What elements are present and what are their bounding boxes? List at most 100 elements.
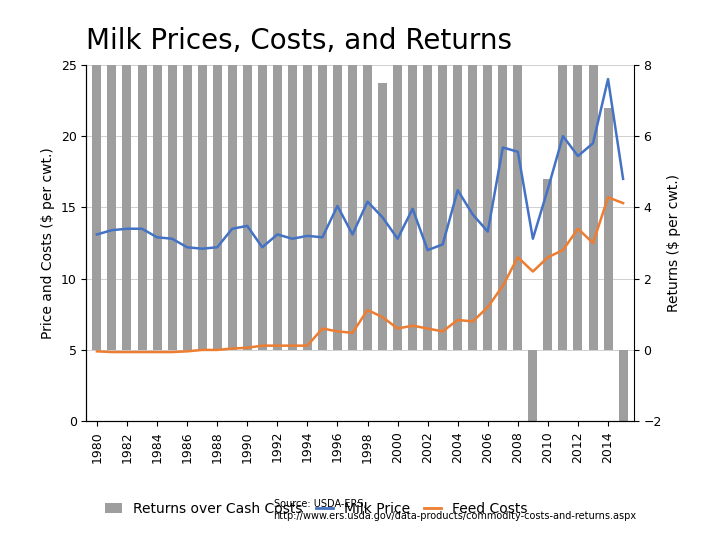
Bar: [107, 0, 117, 350]
Milk Price: [604, 76, 613, 82]
Feed Costs: [318, 325, 327, 332]
Text: Milk Prices, Costs, and Returns: Milk Prices, Costs, and Returns: [86, 27, 513, 55]
Feed Costs: [604, 194, 613, 201]
Feed Costs: [618, 200, 627, 206]
Bar: [378, 83, 387, 350]
Bar: [468, 0, 477, 350]
Bar: [363, 1, 372, 350]
Feed Costs: [183, 348, 192, 355]
Bar: [453, 0, 462, 350]
Feed Costs: [393, 325, 402, 332]
Feed Costs: [168, 349, 176, 355]
Milk Price: [213, 244, 222, 251]
Bar: [122, 0, 132, 350]
Feed Costs: [333, 328, 342, 335]
Line: Milk Price: Milk Price: [97, 79, 623, 250]
Bar: [198, 0, 207, 350]
Bar: [138, 0, 147, 350]
Feed Costs: [454, 317, 462, 323]
Feed Costs: [544, 254, 552, 260]
Milk Price: [168, 235, 176, 242]
Milk Price: [228, 226, 237, 232]
Bar: [273, 0, 282, 350]
Milk Price: [363, 198, 372, 205]
Feed Costs: [122, 349, 131, 355]
Milk Price: [574, 153, 582, 159]
Bar: [183, 0, 192, 350]
Feed Costs: [378, 314, 387, 320]
Milk Price: [544, 186, 552, 192]
Feed Costs: [288, 342, 297, 349]
Feed Costs: [483, 304, 492, 310]
Line: Feed Costs: Feed Costs: [97, 198, 623, 352]
Feed Costs: [438, 328, 447, 335]
Milk Price: [408, 206, 417, 212]
Bar: [393, 0, 402, 350]
Feed Costs: [513, 254, 522, 260]
Bar: [212, 0, 222, 350]
Bar: [333, 29, 342, 350]
Milk Price: [107, 227, 116, 233]
Milk Price: [273, 231, 282, 238]
Milk Price: [183, 244, 192, 251]
Bar: [588, 0, 598, 350]
Bar: [513, 0, 522, 350]
Bar: [618, 350, 628, 439]
Bar: [498, 0, 508, 350]
Feed Costs: [559, 247, 567, 253]
Bar: [573, 58, 582, 350]
Milk Price: [348, 231, 357, 238]
Feed Costs: [348, 329, 357, 336]
Milk Price: [258, 244, 266, 251]
Milk Price: [559, 133, 567, 139]
Milk Price: [483, 228, 492, 235]
Milk Price: [454, 187, 462, 193]
Bar: [603, 107, 613, 350]
Milk Price: [122, 226, 131, 232]
Bar: [559, 0, 567, 350]
Bar: [544, 179, 552, 350]
Milk Price: [528, 235, 537, 242]
Feed Costs: [198, 347, 207, 353]
Feed Costs: [243, 345, 251, 351]
Milk Price: [198, 246, 207, 252]
Milk Price: [288, 235, 297, 242]
Bar: [483, 0, 492, 350]
Milk Price: [153, 234, 161, 240]
Bar: [288, 0, 297, 350]
Milk Price: [589, 140, 598, 146]
Milk Price: [393, 235, 402, 242]
Milk Price: [303, 233, 312, 239]
Bar: [258, 0, 267, 350]
Feed Costs: [228, 345, 237, 352]
Milk Price: [93, 231, 102, 238]
Milk Price: [243, 222, 251, 229]
Feed Costs: [589, 240, 598, 246]
Bar: [318, 0, 327, 350]
Feed Costs: [574, 226, 582, 232]
Feed Costs: [303, 342, 312, 349]
Bar: [228, 0, 237, 350]
Y-axis label: Returns ($ per cwt.): Returns ($ per cwt.): [667, 174, 681, 312]
Feed Costs: [258, 342, 266, 349]
Feed Costs: [498, 282, 507, 289]
Milk Price: [138, 226, 146, 232]
Feed Costs: [93, 348, 102, 355]
Feed Costs: [153, 349, 161, 355]
Feed Costs: [363, 307, 372, 313]
Feed Costs: [423, 325, 432, 332]
Feed Costs: [107, 349, 116, 355]
Milk Price: [378, 214, 387, 220]
Y-axis label: Price and Costs ($ per cwt.): Price and Costs ($ per cwt.): [41, 147, 55, 339]
Feed Costs: [213, 347, 222, 353]
Bar: [243, 0, 252, 350]
Feed Costs: [408, 322, 417, 329]
Bar: [438, 0, 447, 350]
Milk Price: [438, 241, 447, 248]
Bar: [92, 0, 102, 350]
Bar: [153, 0, 161, 350]
Milk Price: [318, 234, 327, 240]
Milk Price: [498, 144, 507, 151]
Milk Price: [333, 202, 342, 209]
Legend: Returns over Cash Costs, Milk Price, Feed Costs: Returns over Cash Costs, Milk Price, Fee…: [99, 496, 533, 521]
